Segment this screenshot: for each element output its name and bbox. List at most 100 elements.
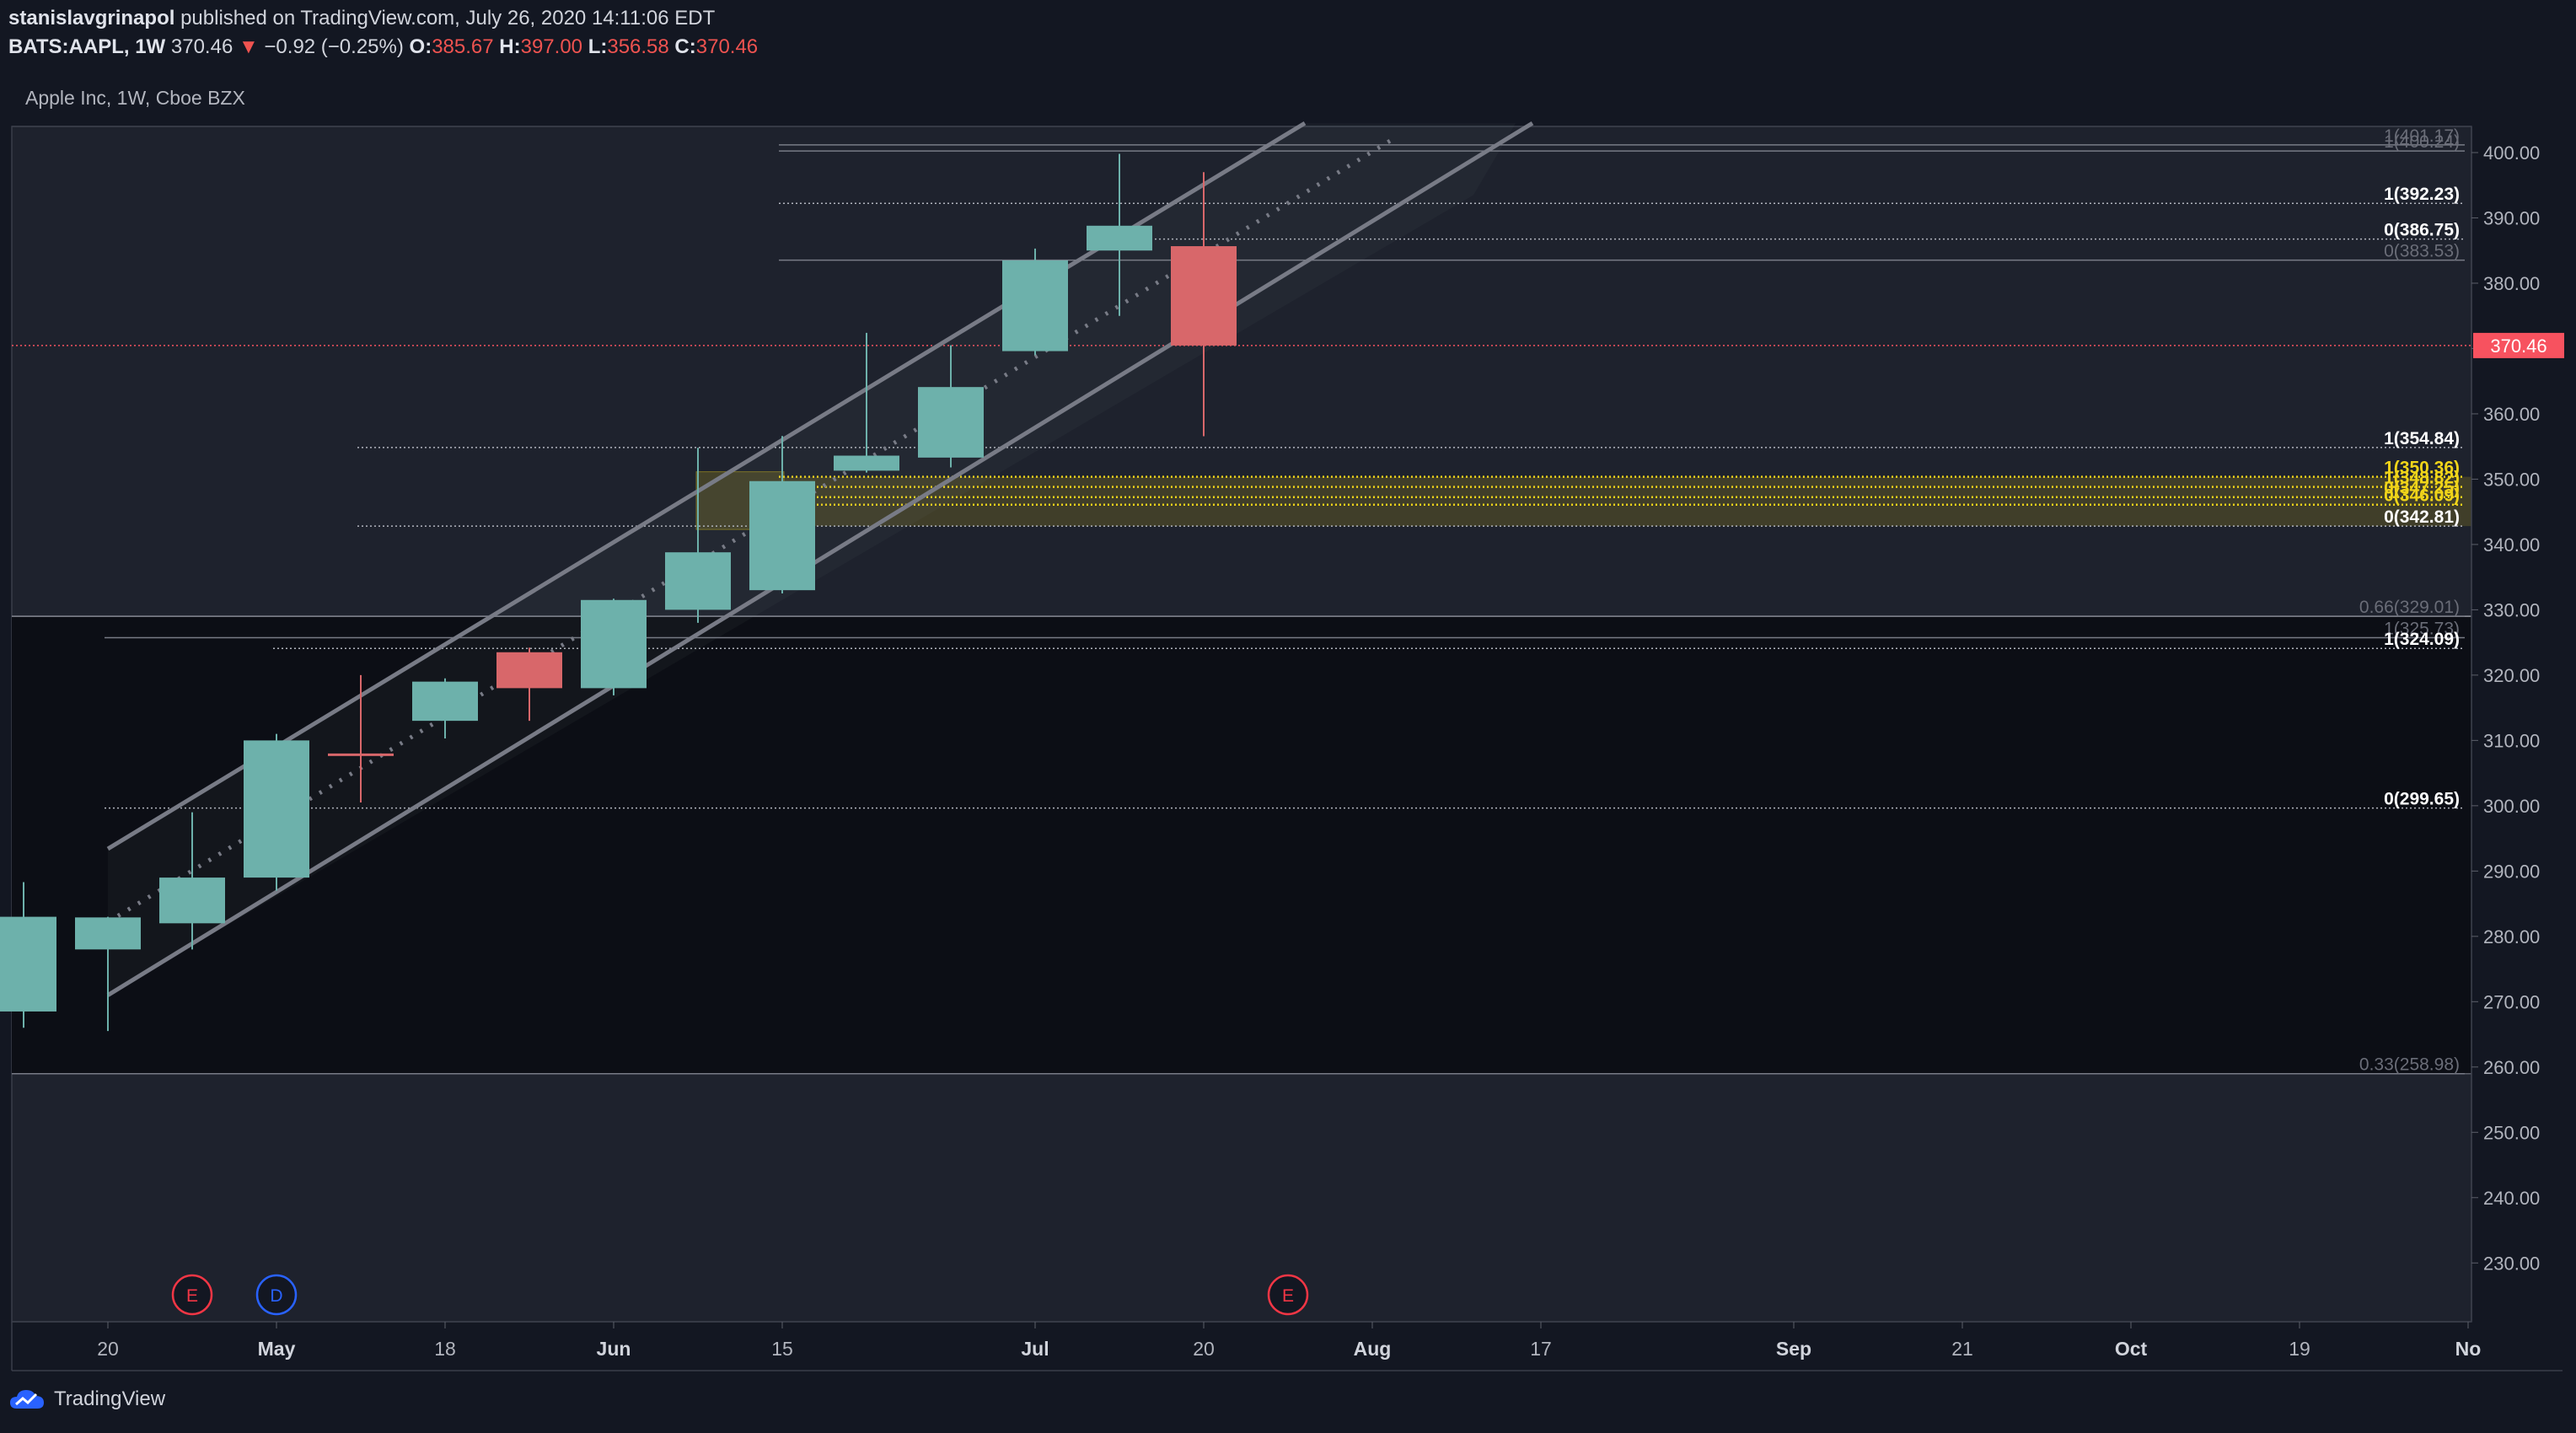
price-tick-label: 350.00 — [2483, 469, 2540, 490]
price-tick-label: 270.00 — [2483, 991, 2540, 1012]
price-tick-label: 400.00 — [2483, 142, 2540, 164]
low-value: 356.58 — [607, 35, 669, 58]
candle-body — [1087, 225, 1152, 251]
earnings-event-icon — [171, 1274, 213, 1316]
published-text: published on TradingView.com, July 26, 2… — [180, 7, 716, 30]
price-tick-label: 310.00 — [2483, 730, 2540, 751]
open-label: O: — [409, 35, 432, 58]
candle — [665, 448, 731, 623]
fib-level-label: 1(401.17) — [2384, 126, 2460, 146]
candle — [834, 332, 899, 473]
candle-body — [328, 753, 394, 756]
price-tick-label: 300.00 — [2483, 796, 2540, 817]
fib-level-label: 0(347.25) — [2384, 479, 2460, 498]
dividend-event-letter: D — [270, 1286, 282, 1306]
candle — [159, 812, 225, 950]
candle-body — [244, 740, 309, 878]
time-tick-label: 15 — [771, 1338, 793, 1360]
price-tick-label: 320.00 — [2483, 665, 2540, 686]
tradingview-logo[interactable]: TradingView — [8, 1387, 165, 1412]
fib-level-label: 0.33(258.98) — [2359, 1055, 2460, 1075]
candle — [0, 882, 56, 1028]
time-tick-label: Oct — [2115, 1338, 2148, 1360]
price-tick-label: 340.00 — [2483, 534, 2540, 555]
time-tick-label: 17 — [1530, 1338, 1552, 1360]
candle — [581, 598, 647, 695]
earnings-event-letter: E — [1282, 1286, 1294, 1306]
fib-level-label: 1(400.24) — [2384, 132, 2460, 152]
ohlc-header: BATS:AAPL, 1W 370.46 ▼ −0.92 (−0.25%) O:… — [8, 35, 758, 59]
candle-body — [581, 599, 647, 689]
price-tick-label: 260.00 — [2483, 1057, 2540, 1078]
candle — [328, 674, 394, 802]
candle — [496, 647, 562, 722]
fib-level-label: 1(392.23) — [2384, 185, 2460, 204]
dividend-event-icon — [255, 1274, 298, 1316]
time-tick-label: 20 — [1193, 1338, 1215, 1360]
candle — [1171, 172, 1237, 437]
candle-body — [1171, 246, 1237, 346]
candle-body — [1002, 260, 1068, 352]
price-tick-label: 240.00 — [2483, 1188, 2540, 1209]
symbol-label: BATS:AAPL, 1W — [8, 35, 166, 58]
candle — [1002, 248, 1068, 356]
candle — [918, 345, 984, 468]
down-arrow-icon: ▼ — [238, 35, 259, 58]
candle — [749, 436, 815, 594]
close-value: 370.46 — [695, 35, 759, 58]
low-label: L: — [588, 35, 608, 58]
candle — [412, 678, 478, 739]
price-tick-label: 290.00 — [2483, 861, 2540, 882]
candle-body — [665, 552, 731, 610]
author-name[interactable]: stanislavgrinapol — [8, 7, 175, 30]
cloud-logo-icon — [10, 1390, 44, 1409]
candle-body — [749, 480, 815, 591]
fib-level-label: 0(383.53) — [2384, 242, 2460, 261]
candle-body — [159, 878, 225, 924]
time-tick-label: Aug — [1354, 1338, 1392, 1360]
last-price-tag-label: 370.46 — [2490, 335, 2546, 357]
candle-body — [412, 681, 478, 722]
time-tick-label: Sep — [1776, 1338, 1811, 1360]
channel-lower-line — [106, 121, 1534, 997]
candle-body — [834, 455, 899, 471]
time-tick-label: 20 — [97, 1338, 119, 1360]
candle — [75, 916, 141, 1032]
price-tick-label: 230.00 — [2483, 1253, 2540, 1274]
fib-level-label: 0(386.75) — [2384, 221, 2460, 240]
open-value: 385.67 — [432, 35, 494, 58]
high-value: 397.00 — [520, 35, 583, 58]
earnings-event-letter: E — [186, 1286, 198, 1306]
fib-level-label: 1(324.09) — [2384, 630, 2460, 649]
publish-info: stanislavgrinapol published on TradingVi… — [8, 7, 715, 30]
last-price-tag — [2473, 332, 2564, 358]
chart-legend-title[interactable]: Apple Inc, 1W, Cboe BZX — [25, 87, 245, 109]
price-tick-label: 280.00 — [2483, 926, 2540, 947]
price-tick-label: 380.00 — [2483, 273, 2540, 294]
high-label: H: — [499, 35, 521, 58]
time-tick-label: Jul — [1021, 1338, 1049, 1360]
earnings-event-icon — [1267, 1274, 1309, 1316]
candle-body — [75, 917, 141, 950]
time-tick-label: No — [2455, 1338, 2482, 1360]
candle-body — [496, 652, 562, 689]
price-tick-label: 360.00 — [2483, 404, 2540, 425]
candle-body — [0, 916, 56, 1012]
fib-highlight-zone — [784, 476, 2471, 527]
brand-name: TradingView — [54, 1387, 166, 1410]
fib-level-label: 1(325.73) — [2384, 619, 2460, 638]
price-tick-label: 330.00 — [2483, 599, 2540, 620]
time-tick-label: 19 — [2289, 1338, 2310, 1360]
fib-level-label: 1(354.84) — [2384, 429, 2460, 448]
candle-body — [918, 387, 984, 458]
fib-level-label: 0.66(329.01) — [2359, 598, 2460, 617]
price-tick-label: 250.00 — [2483, 1122, 2540, 1143]
change-text: −0.92 (−0.25%) — [264, 35, 404, 58]
price-tick-label: 390.00 — [2483, 207, 2540, 228]
time-tick-label: May — [258, 1338, 296, 1360]
time-tick-label: 21 — [1951, 1338, 1973, 1360]
fib-level-label: 0(299.65) — [2384, 790, 2460, 809]
fib-level-label: 0(342.81) — [2384, 507, 2460, 527]
fib-level-label: 0(346.09) — [2384, 486, 2460, 506]
